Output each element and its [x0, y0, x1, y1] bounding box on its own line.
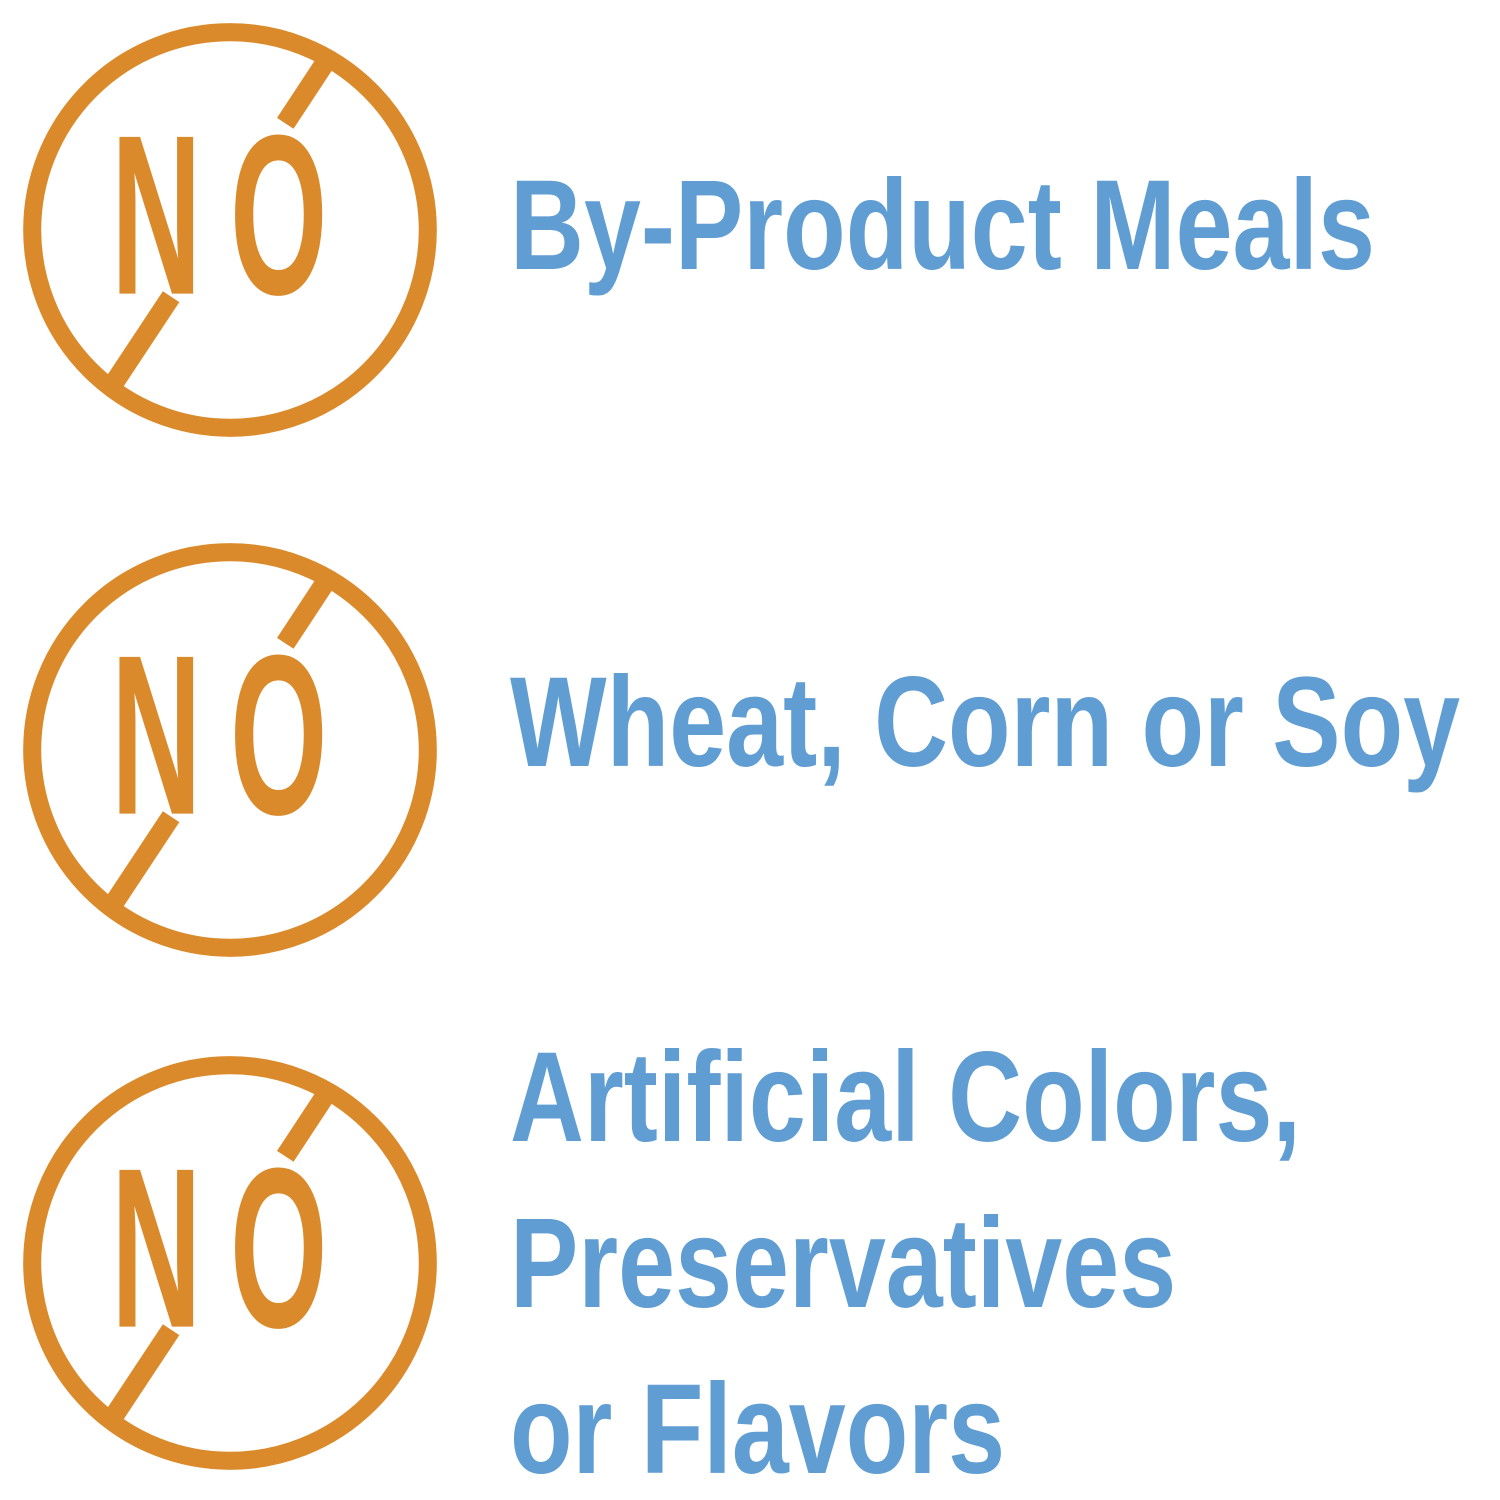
prohibition-slash-bottom [105, 291, 180, 389]
claim-text-wheat-corn-soy: Wheat, Corn or Soy [510, 659, 1460, 787]
claim-line: Artificial Colors, [510, 1026, 1301, 1169]
prohibition-circle [23, 1056, 437, 1470]
claim-line: By-Product Meals [510, 154, 1375, 297]
no-symbol-icon: NO [23, 543, 437, 957]
claim-line: Wheat, Corn or Soy [510, 651, 1461, 794]
no-symbol-icon: NO [23, 1056, 437, 1470]
no-symbol-icon: NO [23, 23, 437, 437]
prohibition-slash-top [276, 58, 333, 129]
claim-line: Preservatives [510, 1192, 1177, 1335]
prohibition-slash-bottom [105, 811, 180, 909]
claim-text-artificial-colors: Artificial Colors, Preservatives or Flav… [510, 1015, 1301, 1500]
prohibition-slash-top [276, 578, 333, 649]
no-icon-label: NO [111, 1121, 356, 1375]
prohibition-slash-bottom [105, 1324, 180, 1422]
prohibition-circle [23, 543, 437, 957]
prohibition-slash-top [276, 1091, 333, 1162]
claim-line: or Flavors [510, 1358, 1006, 1500]
prohibition-circle [23, 23, 437, 437]
no-icon-label: NO [111, 608, 356, 862]
claim-text-by-product-meals: By-Product Meals [510, 162, 1375, 290]
no-icon-label: NO [111, 88, 356, 342]
